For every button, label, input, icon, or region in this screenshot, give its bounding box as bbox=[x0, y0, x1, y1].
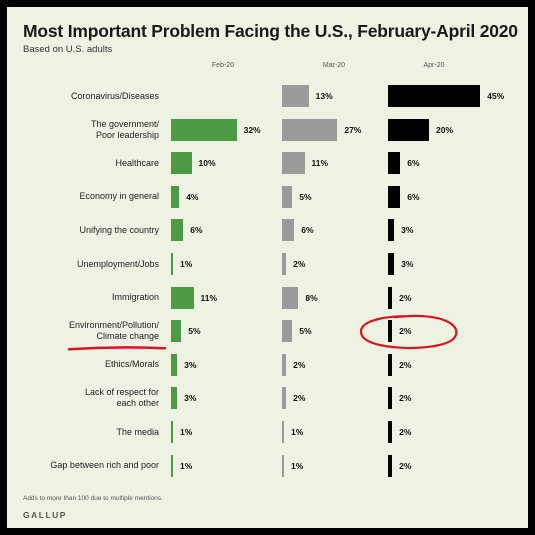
value-label-feb-20-the-media: 1% bbox=[180, 427, 193, 437]
value-label-feb-20-environment-pollution-climate-change: 5% bbox=[188, 326, 201, 337]
value-label-apr-20-the-government-poor-leadership: 20% bbox=[436, 124, 454, 135]
bar-mar-20-unifying-the-country bbox=[282, 219, 295, 242]
bar-feb-20-unifying-the-country bbox=[171, 219, 184, 242]
value-label-mar-20-lack-of-respect-for-each-other: 2% bbox=[293, 393, 306, 404]
value-label-mar-20-coronavirus-diseases: 13% bbox=[315, 91, 333, 101]
value-label-mar-20-environment-pollution-climate-change: 5% bbox=[299, 326, 312, 337]
annotation-layer bbox=[67, 314, 458, 351]
bar-apr-20-unifying-the-country bbox=[388, 219, 395, 242]
month-header-feb-20: Feb-20 bbox=[211, 62, 235, 69]
bar-apr-20-gap-between-rich-and-poor bbox=[388, 454, 393, 477]
annotation-circle bbox=[360, 314, 458, 350]
value-label-feb-20-the-government-poor-leadership: 32% bbox=[243, 124, 261, 135]
gallup-logo: GALLUP bbox=[23, 510, 67, 520]
value-label-apr-20-environment-pollution-climate-change: 2% bbox=[399, 326, 412, 337]
bar-mar-20-the-media bbox=[282, 421, 285, 443]
category-label-ethics-morals: Ethics/Morals bbox=[104, 359, 159, 370]
category-label-lack-of-respect-for-each-other: Lack of respect for each other bbox=[84, 387, 159, 409]
bar-apr-20-environment-pollution-climate-change bbox=[388, 320, 393, 343]
category-label-the-media: The media bbox=[116, 426, 159, 437]
bar-apr-20-the-media bbox=[388, 421, 393, 443]
bar-feb-20-healthcare bbox=[171, 152, 192, 175]
bar-apr-20-lack-of-respect-for-each-other bbox=[388, 387, 393, 410]
annotation-underline bbox=[67, 346, 167, 351]
bar-feb-20-the-media bbox=[171, 421, 174, 443]
bar-mar-20-ethics-morals bbox=[282, 353, 287, 376]
value-label-apr-20-ethics-morals: 2% bbox=[399, 359, 412, 370]
bar-apr-20-economy-in-general bbox=[388, 185, 401, 208]
bar-mar-20-immigration bbox=[282, 286, 299, 309]
value-label-mar-20-gap-between-rich-and-poor: 1% bbox=[291, 460, 304, 471]
value-label-mar-20-unemployment-jobs: 2% bbox=[293, 259, 306, 269]
category-label-the-government-poor-leadership: The government/Poor leadership bbox=[90, 118, 159, 140]
value-label-apr-20-the-media: 2% bbox=[399, 427, 412, 437]
chart-subtitle: Based on U.S. adults bbox=[23, 44, 113, 55]
bar-apr-20-ethics-morals bbox=[388, 353, 393, 376]
category-label-healthcare: Healthcare bbox=[115, 157, 159, 168]
value-label-feb-20-gap-between-rich-and-poor: 1% bbox=[180, 460, 193, 471]
value-label-apr-20-unemployment-jobs: 3% bbox=[401, 259, 414, 269]
value-label-apr-20-healthcare: 6% bbox=[407, 158, 420, 169]
category-label-unemployment-jobs: Unemployment/Jobs bbox=[76, 258, 159, 269]
value-label-feb-20-unemployment-jobs: 1% bbox=[180, 259, 193, 269]
value-label-feb-20-unifying-the-country: 6% bbox=[190, 225, 203, 236]
value-label-feb-20-healthcare: 10% bbox=[198, 158, 216, 169]
bar-mar-20-the-government-poor-leadership bbox=[282, 118, 338, 141]
bar-apr-20-the-government-poor-leadership bbox=[388, 118, 429, 141]
bar-feb-20-unemployment-jobs bbox=[171, 253, 174, 275]
value-label-apr-20-coronavirus-diseases: 45% bbox=[487, 91, 505, 101]
bar-mar-20-economy-in-general bbox=[282, 185, 293, 208]
bar-feb-20-environment-pollution-climate-change bbox=[171, 320, 182, 343]
category-label-gap-between-rich-and-poor: Gap between rich and poor bbox=[50, 460, 159, 471]
bar-mar-20-lack-of-respect-for-each-other bbox=[282, 387, 287, 410]
value-label-feb-20-immigration: 11% bbox=[200, 292, 218, 303]
category-label-economy-in-general: Economy in general bbox=[79, 191, 159, 202]
bar-apr-20-unemployment-jobs bbox=[388, 253, 395, 275]
category-label-environment-pollution-climate-change: Environment/Pollution/Climate change bbox=[68, 320, 159, 342]
value-label-mar-20-economy-in-general: 5% bbox=[299, 191, 312, 202]
value-label-apr-20-lack-of-respect-for-each-other: 2% bbox=[399, 393, 412, 404]
value-label-feb-20-ethics-morals: 3% bbox=[184, 359, 197, 370]
bar-mar-20-environment-pollution-climate-change bbox=[282, 320, 293, 343]
month-header-apr-20: Apr-20 bbox=[423, 62, 445, 69]
bar-mar-20-coronavirus-diseases bbox=[282, 85, 309, 107]
value-label-mar-20-unifying-the-country: 6% bbox=[301, 225, 314, 236]
bar-feb-20-the-government-poor-leadership bbox=[171, 118, 237, 141]
category-label-unifying-the-country: Unifying the country bbox=[79, 224, 159, 235]
value-label-mar-20-healthcare: 11% bbox=[311, 158, 329, 169]
bar-feb-20-economy-in-general bbox=[171, 185, 180, 208]
bar-apr-20-coronavirus-diseases bbox=[388, 85, 481, 107]
value-label-mar-20-immigration: 8% bbox=[305, 292, 318, 303]
bar-feb-20-immigration bbox=[171, 286, 194, 309]
value-label-apr-20-economy-in-general: 6% bbox=[407, 191, 420, 202]
value-label-feb-20-lack-of-respect-for-each-other: 3% bbox=[184, 393, 197, 404]
value-label-apr-20-immigration: 2% bbox=[399, 292, 412, 303]
category-label-coronavirus-diseases: Coronavirus/Diseases bbox=[70, 90, 159, 101]
bar-apr-20-healthcare bbox=[388, 152, 401, 175]
bar-feb-20-lack-of-respect-for-each-other bbox=[171, 387, 178, 410]
value-label-feb-20-economy-in-general: 4% bbox=[186, 191, 199, 202]
value-label-mar-20-the-government-poor-leadership: 27% bbox=[344, 124, 362, 135]
chart-title: Most Important Problem Facing the U.S., … bbox=[23, 21, 518, 41]
value-label-mar-20-the-media: 1% bbox=[291, 427, 304, 437]
bar-apr-20-immigration bbox=[388, 286, 393, 309]
bar-feb-20-gap-between-rich-and-poor bbox=[171, 454, 174, 477]
bar-mar-20-healthcare bbox=[282, 152, 305, 175]
chart-frame: Most Important Problem Facing the U.S., … bbox=[7, 7, 528, 528]
category-label-immigration: Immigration bbox=[111, 292, 159, 303]
value-label-apr-20-gap-between-rich-and-poor: 2% bbox=[399, 460, 412, 471]
footnote: Adds to more than 100 due to multiple me… bbox=[23, 495, 163, 502]
month-header-mar-20: Mar-20 bbox=[322, 62, 346, 69]
bar-feb-20-ethics-morals bbox=[171, 353, 178, 376]
value-label-apr-20-unifying-the-country: 3% bbox=[401, 225, 414, 236]
bar-mar-20-unemployment-jobs bbox=[282, 253, 287, 275]
bar-mar-20-gap-between-rich-and-poor bbox=[282, 454, 285, 477]
value-label-mar-20-ethics-morals: 2% bbox=[293, 359, 306, 370]
